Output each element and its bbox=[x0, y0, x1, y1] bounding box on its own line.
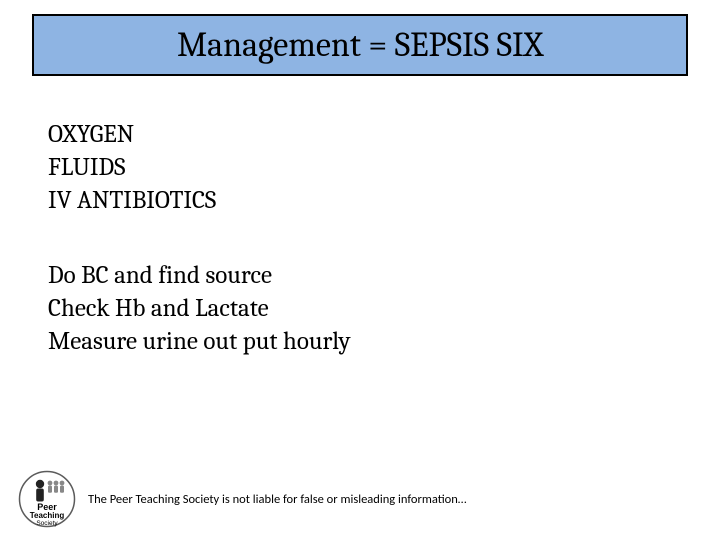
group-interventions: OXYGEN FLUIDS IV ANTIBIOTICS bbox=[48, 118, 668, 217]
body-line: Do BC and find source bbox=[48, 259, 668, 292]
body-line: IV ANTIBIOTICS bbox=[48, 184, 668, 217]
logo-text-lower: Teaching bbox=[30, 511, 65, 520]
body-line: Measure urine out put hourly bbox=[48, 325, 668, 358]
slide-body: OXYGEN FLUIDS IV ANTIBIOTICS Do BC and f… bbox=[48, 118, 668, 400]
body-line: OXYGEN bbox=[48, 118, 668, 151]
slide: Management = SEPSIS SIX OXYGEN FLUIDS IV… bbox=[0, 0, 720, 540]
slide-footer: Peer Teaching Society The Peer Teaching … bbox=[18, 470, 466, 528]
title-bar: Management = SEPSIS SIX bbox=[32, 14, 688, 76]
slide-title: Management = SEPSIS SIX bbox=[177, 25, 543, 65]
body-line: FLUIDS bbox=[48, 151, 668, 184]
logo-text-bottom: Society bbox=[36, 520, 58, 527]
peer-teaching-society-logo-icon: Peer Teaching Society bbox=[18, 470, 76, 528]
body-line: Check Hb and Lactate bbox=[48, 292, 668, 325]
group-monitoring: Do BC and find source Check Hb and Lacta… bbox=[48, 259, 668, 358]
disclaimer-text: The Peer Teaching Society is not liable … bbox=[88, 492, 466, 507]
